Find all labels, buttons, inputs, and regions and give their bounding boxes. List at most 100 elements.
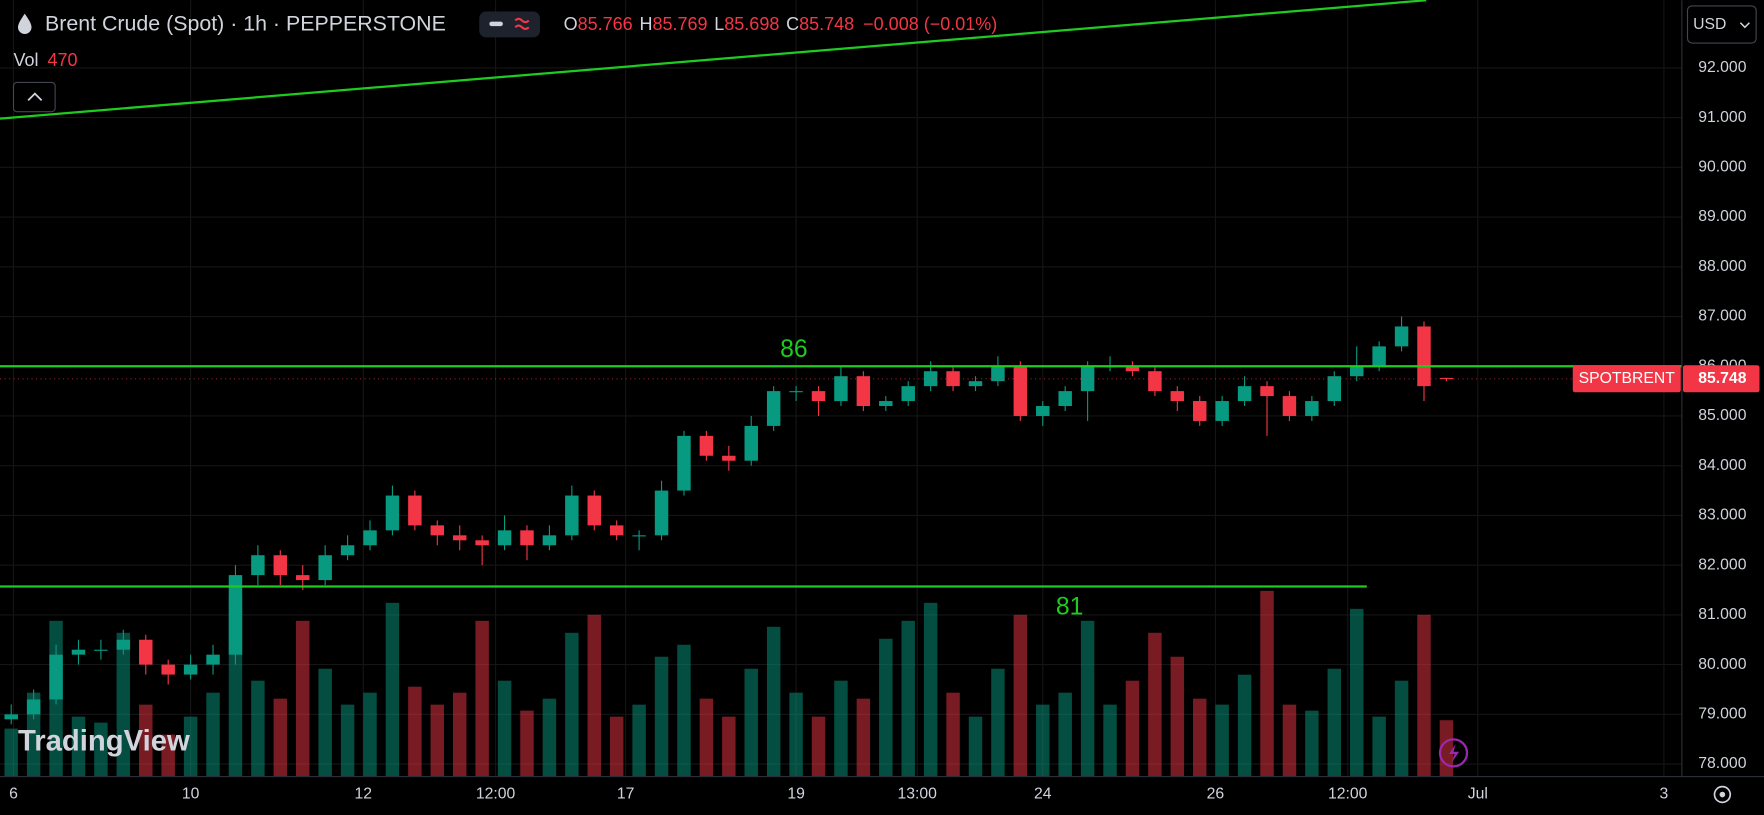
x-tick-label: Jul [1468,786,1488,803]
candle-body [497,530,512,546]
volume-bar [1193,698,1207,777]
volume-bar [340,704,355,777]
candle-body [879,401,893,407]
level-label: 81 [1056,593,1084,620]
x-tick-label: 26 [1207,786,1225,803]
volume-bar [1103,704,1117,777]
candle-body [1080,366,1095,392]
volume-bar [1417,614,1431,777]
price-tag-name: SPOTBRENT [1579,370,1676,387]
chart-title: Brent Crude (Spot) · 1h · PEPPERSTONE [45,12,446,36]
volume-bar [744,668,758,777]
candle-body [1215,401,1229,421]
candle-body [1305,401,1319,416]
x-tick-label: 12:00 [476,786,516,803]
x-tick-label: 19 [787,786,805,803]
volume-bar [879,638,893,777]
volume-bar [1080,620,1095,777]
volume-bar [654,656,669,777]
volume-bar [609,716,624,777]
volume-bar [430,704,445,777]
settings-icon[interactable] [1713,785,1732,804]
candle-body [273,555,288,576]
x-tick-label: 10 [182,786,200,803]
settings-icon-core [1719,791,1726,798]
candle-body [430,525,445,536]
price-label: 85.748 [1698,370,1746,387]
candle-body [49,654,63,700]
volume-bar [1215,704,1229,777]
indicator-toggle[interactable] [479,11,540,38]
y-tick-label: 83.000 [1698,507,1746,524]
candle-body [923,371,938,387]
watermark: TradingView [18,725,190,757]
volume-bar [1260,590,1274,777]
y-tick-label: 79.000 [1698,705,1746,722]
y-tick-label: 92.000 [1698,59,1746,76]
trend-line [0,0,1427,120]
candle-body [1327,376,1342,402]
candle-body [811,391,826,402]
volume-bar [991,668,1005,777]
candle-body [632,535,646,537]
volume-bar [542,698,557,777]
volume-bar [968,716,983,777]
collapse-button[interactable] [12,81,56,113]
volume-bar [632,704,646,777]
currency-button[interactable] [1686,5,1757,44]
toggle-icon [489,21,503,27]
candle-body [1439,377,1454,380]
volume-bar [1058,692,1072,777]
y-tick-label: 80.000 [1698,656,1746,673]
candle-body [1282,396,1297,416]
candle-body [318,555,332,581]
volume-bar [1372,716,1386,777]
candle-body [1394,326,1409,347]
legend-key: O [564,14,578,34]
volume-bar [206,692,220,777]
volume-bar [901,620,915,777]
y-tick-label: 88.000 [1698,258,1746,275]
marks-layer: 86 81 [0,0,1682,725]
y-tick-label: 84.000 [1698,457,1746,474]
y-tick-label: 91.000 [1698,109,1746,126]
x-tick-label: 17 [617,786,635,803]
legend-key: H [639,14,652,34]
volume-bar [363,692,377,777]
y-tick-label: 81.000 [1698,606,1746,623]
candle-body [744,425,758,461]
y-tick-label: 85.000 [1698,407,1746,424]
y-tick-label: 90.000 [1698,158,1746,175]
candle-body [565,495,579,536]
symbol-icon [18,13,32,34]
legend-key: C [786,14,799,34]
volume-bar [1394,680,1409,777]
volume-bar [565,632,579,777]
volume-bar [766,626,781,777]
level-label: 86 [780,336,808,363]
candle-body [766,391,781,426]
x-tick-label: 13:00 [897,786,937,803]
y-tick-label: 89.000 [1698,208,1746,225]
legend-value: 85.698 [724,14,779,34]
volume-bar [1125,680,1140,777]
volume-bar [161,734,175,777]
candle-body [206,654,220,665]
x-tick-label: 6 [9,786,18,803]
candle-body [968,381,983,387]
x-tick-label: 12:00 [1328,786,1368,803]
volume-bar [1170,656,1185,777]
candle-body [1125,366,1140,372]
volume-bar [699,698,714,777]
volume-bar [116,632,131,777]
x-tick-label: 24 [1034,786,1052,803]
volume-bar [71,716,86,777]
alert-icon[interactable] [1438,738,1469,768]
volume-bar [4,728,18,777]
candle-body [251,555,265,576]
volume-bar [452,692,467,777]
candle-body [901,386,915,402]
price-label-bg [1683,365,1760,393]
volume-bar [497,680,512,777]
